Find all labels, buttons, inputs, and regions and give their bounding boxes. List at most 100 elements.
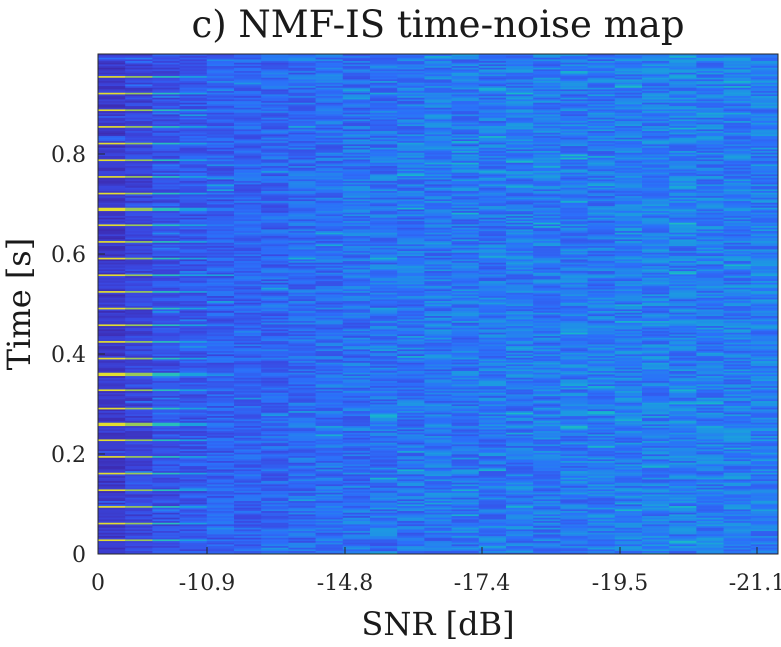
heatmap-cell [451,474,480,477]
heatmap-cell [206,217,235,220]
heatmap-cell [533,510,561,513]
heatmap-cell [206,75,235,78]
heatmap-cell [451,320,480,323]
heatmap-cell [315,192,344,195]
heatmap-cell [506,62,534,65]
heatmap-cell [152,312,180,315]
heatmap-cell [98,470,126,473]
heatmap-cell [98,244,126,247]
heatmap-cell [179,109,208,112]
heatmap-cell [424,375,452,378]
heatmap-cell [179,495,208,498]
heatmap-cell [342,469,371,472]
heatmap-cell [315,264,344,267]
heatmap-cell [288,290,316,293]
heatmap-cell [234,504,262,507]
heatmap-cell [206,234,235,237]
heatmap-cell [370,252,398,255]
heatmap-cell [533,262,561,265]
heatmap-cell [288,482,316,485]
heatmap-cell [98,509,126,512]
heatmap-cell [424,495,452,498]
heatmap-cell [533,525,561,528]
heatmap-cell [179,94,208,97]
heatmap-cell [261,119,289,122]
heatmap-cell [125,442,153,445]
heatmap-cell [261,187,289,190]
heatmap-cell [424,149,452,152]
heatmap-cell [506,522,534,525]
heatmap-cell [533,530,561,533]
heatmap-cell [451,204,480,207]
heatmap-cell [370,114,398,117]
heatmap-cell [478,130,507,133]
heatmap-cell [424,529,452,532]
heatmap-cell [506,269,534,272]
heatmap-cell [152,227,180,230]
heatmap-cell [206,62,235,65]
heatmap-cell [152,320,180,323]
heatmap-cell [342,417,371,420]
heatmap-cell [424,342,452,345]
heatmap-cell [533,287,561,290]
heatmap-cell [370,469,398,472]
heatmap-cell [533,347,561,350]
heatmap-cell [478,400,507,403]
heatmap-cell [288,227,316,230]
heatmap-cell [533,364,561,367]
heatmap-cell [397,174,425,177]
heatmap-cell [152,210,180,213]
heatmap-cell [342,247,371,250]
heatmap-cell [424,299,452,302]
heatmap-cell [451,297,480,300]
heatmap-cell [342,534,371,537]
heatmap-cell [370,332,398,335]
heatmap-cell [451,544,480,547]
heatmap-cell [506,142,534,145]
heatmap-cell [424,124,452,127]
heatmap-cell [342,64,371,67]
heatmap-cell [424,512,452,515]
heatmap-cell [397,139,425,142]
heatmap-cell [98,240,126,243]
heatmap-cell [506,80,534,83]
heatmap-cell [98,142,126,145]
heatmap-cell [206,524,235,527]
heatmap-cell [315,265,344,268]
heatmap-cell [506,330,534,333]
heatmap-cell [370,352,398,355]
heatmap-cell [451,252,480,255]
heatmap-cell [206,439,235,442]
heatmap-cell [98,262,126,265]
heatmap-cell [370,489,398,492]
heatmap-cell [397,312,425,315]
heatmap-cell [261,250,289,253]
heatmap-cell [342,262,371,265]
heatmap-cell [98,524,126,527]
heatmap-cell [342,305,371,308]
heatmap-cell [370,520,398,523]
heatmap-cell [315,534,344,537]
heatmap-cell [234,277,262,280]
heatmap-cell [533,372,561,375]
heatmap-cell [478,227,507,230]
heatmap-cell [288,120,316,123]
heatmap-cell [152,402,180,405]
heatmap-cell [342,492,371,495]
heatmap-cell [234,324,262,327]
heatmap-cell [206,102,235,105]
heatmap-cell [397,467,425,470]
heatmap-cell [152,145,180,148]
heatmap-cell [478,339,507,342]
heatmap-cell [451,412,480,415]
heatmap-cell [261,260,289,263]
heatmap-cell [288,175,316,178]
heatmap-cell [234,182,262,185]
heatmap-cell [451,440,480,443]
heatmap-cell [533,244,561,247]
heatmap-cell [288,550,316,553]
heatmap-cell [179,549,208,552]
heatmap-cell [152,92,180,95]
heatmap-cell [206,290,235,293]
heatmap-cell [315,317,344,320]
